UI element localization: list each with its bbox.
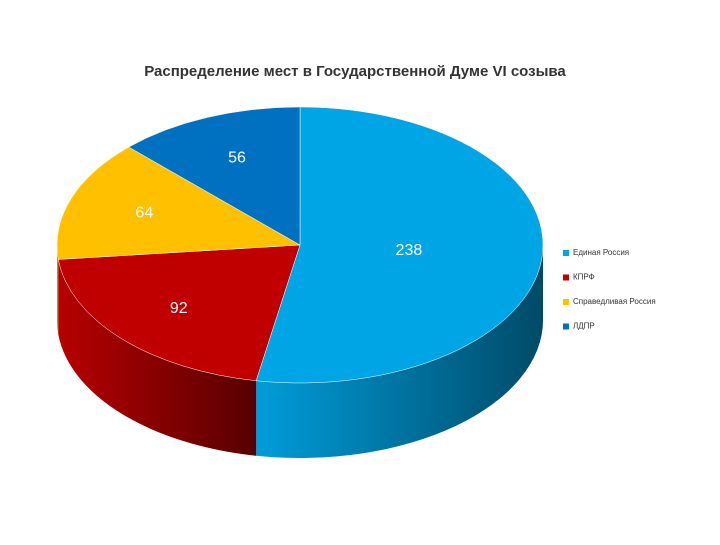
legend: Единая Россия КПРФ Справедливая Россия ЛДПР [563,248,656,331]
pie-side-shade [256,245,543,458]
pie-side-shade [58,259,257,456]
data-label: 64 [135,205,153,222]
pie-slice [255,106,544,384]
data-label: 92 [170,300,188,317]
pie: 238 92 64 56 [56,106,544,458]
legend-label: Справедливая Россия [573,297,656,306]
legend-swatch [563,299,569,305]
pie-side-shade [57,245,59,335]
data-label: 238 [396,242,423,259]
data-label: 56 [228,149,246,166]
pie-slice [58,244,301,382]
legend-swatch [563,323,569,330]
legend-swatch [563,250,569,256]
pie-slice [128,106,301,246]
chart-title: Распределение мест в Государственной Дум… [144,63,566,80]
legend-swatch [563,274,569,281]
pie-slice [56,146,301,260]
legend-label: ЛДПР [573,322,595,331]
legend-label: Единая Россия [573,248,629,257]
legend-label: КПРФ [573,273,595,282]
